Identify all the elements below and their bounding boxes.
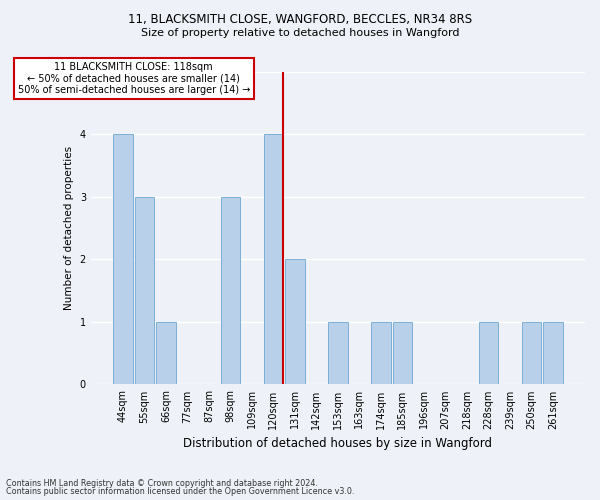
Bar [479,322,498,384]
Text: 11, BLACKSMITH CLOSE, WANGFORD, BECCLES, NR34 8RS: 11, BLACKSMITH CLOSE, WANGFORD, BECCLES,… [128,12,472,26]
Text: Contains public sector information licensed under the Open Government Licence v3: Contains public sector information licen… [6,487,355,496]
Bar [135,196,154,384]
Bar [285,260,305,384]
Bar [521,322,541,384]
Y-axis label: Number of detached properties: Number of detached properties [64,146,74,310]
Bar [264,134,283,384]
Text: Size of property relative to detached houses in Wangford: Size of property relative to detached ho… [141,28,459,38]
X-axis label: Distribution of detached houses by size in Wangford: Distribution of detached houses by size … [184,437,493,450]
Bar [371,322,391,384]
Text: Contains HM Land Registry data © Crown copyright and database right 2024.: Contains HM Land Registry data © Crown c… [6,478,318,488]
Bar [393,322,412,384]
Bar [543,322,563,384]
Bar [328,322,347,384]
Bar [156,322,176,384]
Bar [221,196,240,384]
Text: 11 BLACKSMITH CLOSE: 118sqm
← 50% of detached houses are smaller (14)
50% of sem: 11 BLACKSMITH CLOSE: 118sqm ← 50% of det… [17,62,250,96]
Bar [113,134,133,384]
